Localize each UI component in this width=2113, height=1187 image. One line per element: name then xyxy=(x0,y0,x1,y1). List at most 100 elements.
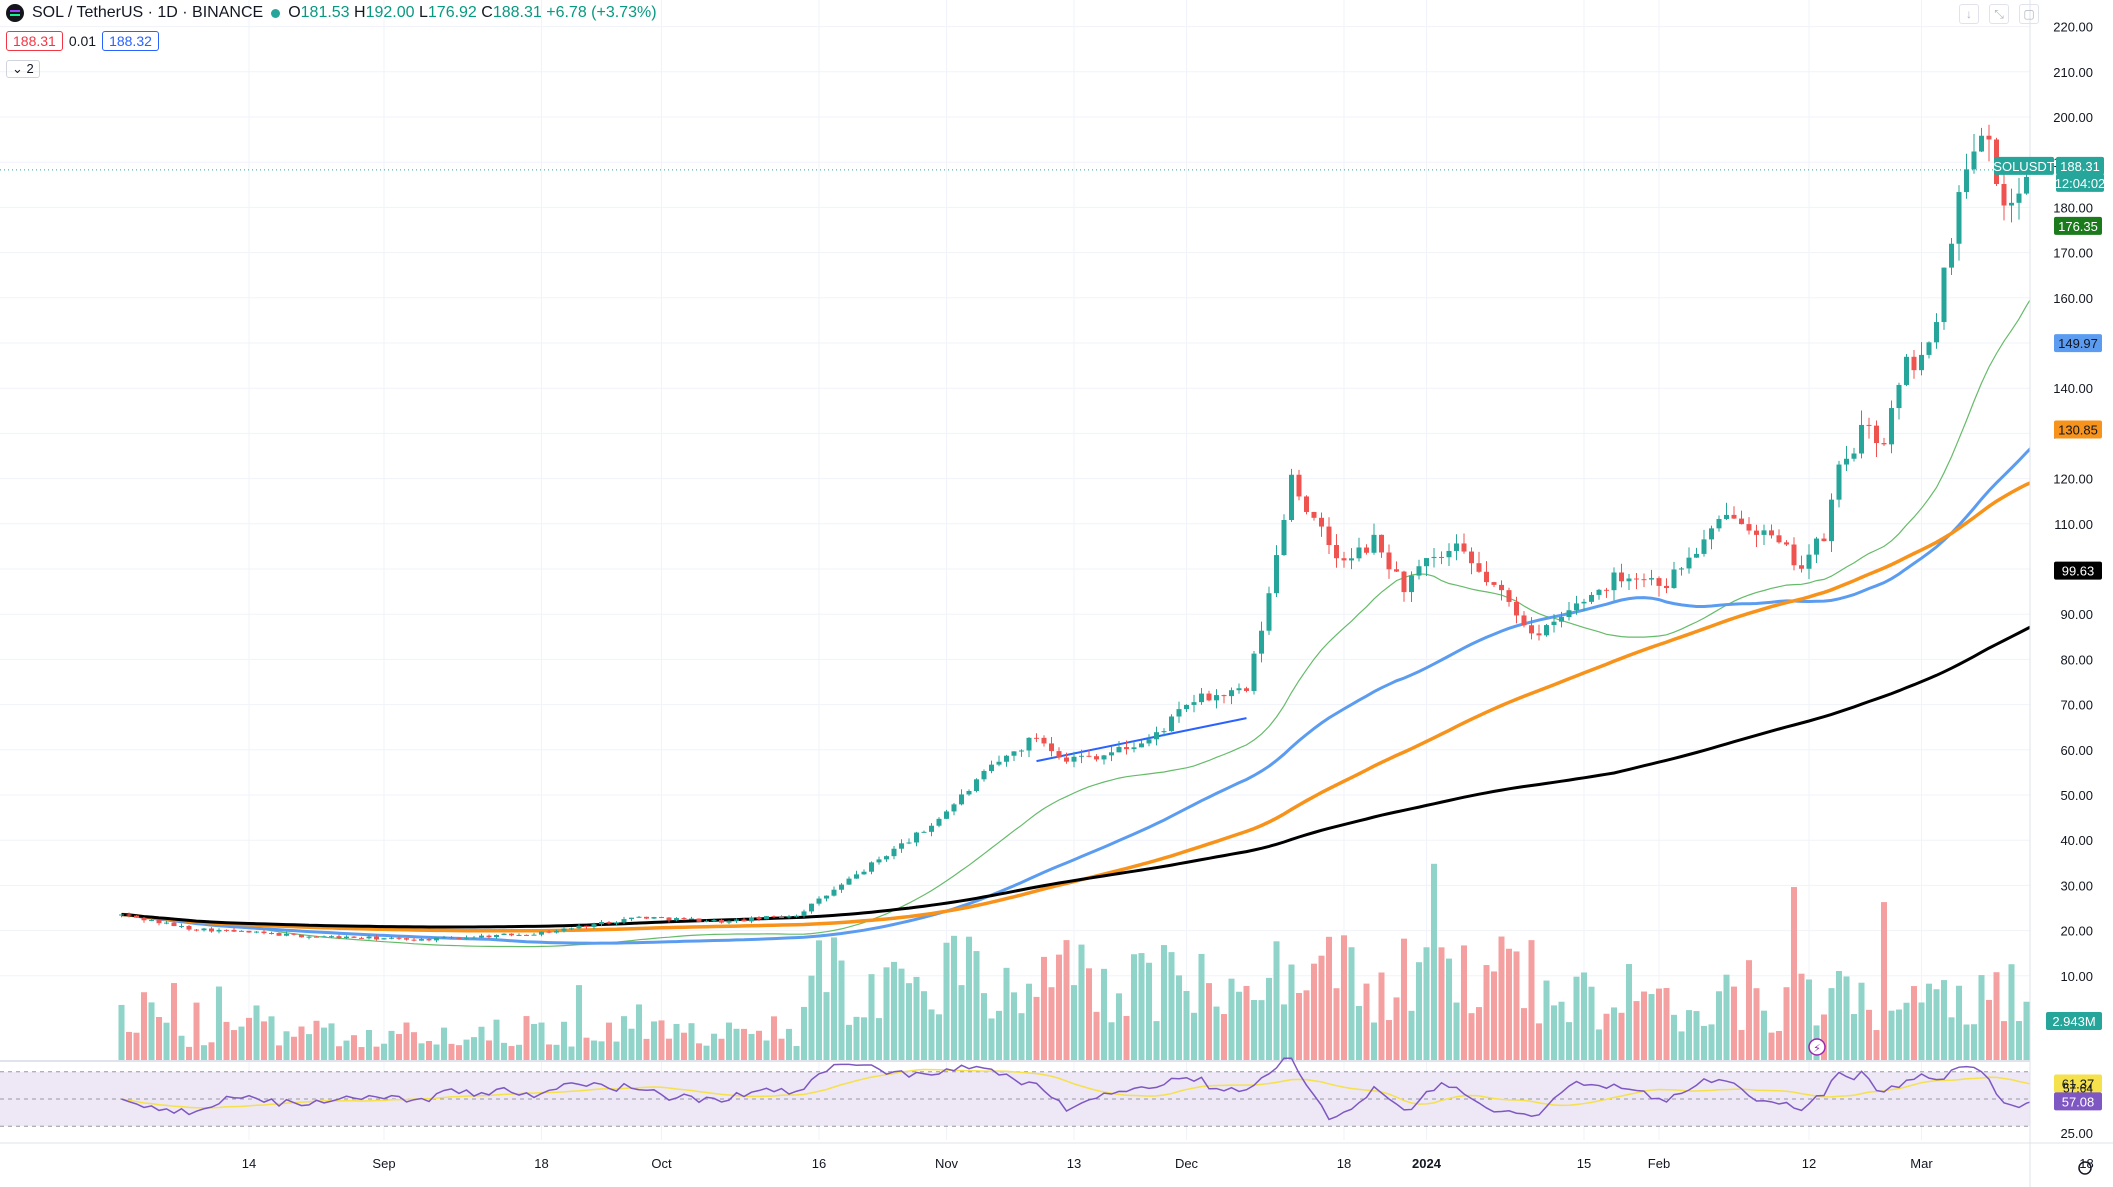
candle xyxy=(1566,602,1572,621)
volume-bar xyxy=(463,1039,470,1061)
candle-body xyxy=(1979,135,1984,152)
volume-bar xyxy=(1648,994,1655,1061)
sell-button[interactable]: 188.31 xyxy=(6,31,63,51)
candle xyxy=(696,918,702,922)
candle-body xyxy=(764,916,769,920)
indicators-toggle-button[interactable]: ⌄ 2 xyxy=(6,60,40,78)
volume-bar xyxy=(366,1029,372,1061)
move-pane-down-icon[interactable]: ↓ xyxy=(1959,4,1979,24)
candle xyxy=(126,912,132,918)
candle-body xyxy=(1356,547,1362,559)
volume-bar xyxy=(786,1028,792,1061)
settings-gear-icon[interactable] xyxy=(2078,1161,2092,1175)
volume-bar xyxy=(951,935,957,1061)
market-open-dot-icon xyxy=(271,8,281,18)
candle xyxy=(434,937,439,943)
volume-bar xyxy=(1101,968,1107,1061)
volume-bar xyxy=(223,1021,230,1061)
candle xyxy=(1214,689,1219,709)
candle xyxy=(1949,238,1954,276)
maximize-pane-icon[interactable]: ▢ xyxy=(2019,4,2039,24)
candle xyxy=(666,917,672,923)
volume-bar xyxy=(201,1045,207,1061)
volume-bar xyxy=(853,1016,860,1061)
collapse-pane-icon[interactable]: ⤡ xyxy=(1989,4,2009,24)
candle-body xyxy=(1386,552,1392,570)
candle-body xyxy=(1701,539,1707,554)
volume-bar xyxy=(1318,955,1325,1061)
price-tick-label: 10.00 xyxy=(2060,969,2093,984)
volume-bar xyxy=(1633,1001,1640,1061)
volume-bar xyxy=(313,1020,320,1061)
candle xyxy=(1581,598,1587,612)
candle xyxy=(1356,537,1362,562)
volume-bar xyxy=(1251,999,1257,1061)
candle-body xyxy=(366,936,372,939)
lightning-event-icon[interactable] xyxy=(1808,1038,1826,1056)
candle xyxy=(1521,611,1527,628)
candle-body xyxy=(1079,755,1084,757)
candle-body xyxy=(254,931,259,933)
candle-body xyxy=(801,911,807,916)
candle-body xyxy=(929,825,934,832)
candle xyxy=(1671,561,1677,589)
buy-button[interactable]: 188.32 xyxy=(102,31,159,51)
volume-bar xyxy=(193,1002,200,1061)
rsi-tick-label: 25.00 xyxy=(2060,1126,2093,1141)
candle xyxy=(1266,586,1272,635)
volume-bar xyxy=(1566,1022,1572,1061)
volume-bar xyxy=(1821,1014,1827,1061)
symbol-badge-text: SOLUSDT xyxy=(1993,159,2054,174)
candle xyxy=(464,935,469,940)
volume-bar xyxy=(1048,987,1055,1061)
candle-body xyxy=(1791,544,1797,566)
candle-body xyxy=(666,917,672,921)
candle-body xyxy=(569,928,574,930)
candle xyxy=(1926,341,1932,359)
volume-bar xyxy=(726,1022,732,1061)
volume-bar xyxy=(1596,1029,1602,1061)
candle-body xyxy=(914,832,919,843)
candle xyxy=(1641,573,1647,588)
candle-body xyxy=(1904,356,1909,385)
candle xyxy=(239,930,244,932)
volume-bar xyxy=(906,983,912,1061)
candle-body xyxy=(1026,737,1032,751)
volume-bar xyxy=(756,1030,762,1061)
volume-bar xyxy=(1026,983,1032,1061)
candle xyxy=(1274,545,1279,598)
volume-bar xyxy=(1896,1009,1902,1061)
candle-body xyxy=(501,933,507,935)
candle-body xyxy=(614,922,619,924)
candle xyxy=(1776,529,1782,544)
candle-body xyxy=(1536,633,1542,636)
candle-body xyxy=(936,818,942,826)
ma50-badge-text: 149.97 xyxy=(2058,336,2098,351)
last-price-badge: 188.31 xyxy=(2056,156,2104,175)
candle-body xyxy=(839,884,844,890)
candle-body xyxy=(561,928,567,931)
symbol-title[interactable]: SOL / TetherUS · 1D · BINANCE xyxy=(32,4,264,21)
volume-bar xyxy=(1528,940,1535,1061)
candle-body xyxy=(194,929,199,931)
volume-bar xyxy=(1678,1031,1685,1061)
time-label: 16 xyxy=(812,1156,826,1171)
candle-body xyxy=(1581,601,1587,604)
ma200-badge-text: 99.63 xyxy=(2062,564,2095,579)
volume-bar xyxy=(1656,988,1662,1061)
volume-bar xyxy=(1881,902,1887,1061)
candle xyxy=(681,917,687,921)
price-tick-label: 180.00 xyxy=(2053,200,2093,215)
volume-bar xyxy=(493,1019,500,1061)
candle xyxy=(1799,555,1804,573)
candle-body xyxy=(2009,202,2014,206)
candle-body xyxy=(329,936,334,938)
candle xyxy=(906,838,912,845)
candle xyxy=(741,917,747,922)
volume-bar xyxy=(306,1034,312,1061)
candle-body xyxy=(1431,556,1437,559)
candle-body xyxy=(359,937,364,939)
candle-body xyxy=(966,790,972,795)
volume-bar xyxy=(576,985,582,1061)
